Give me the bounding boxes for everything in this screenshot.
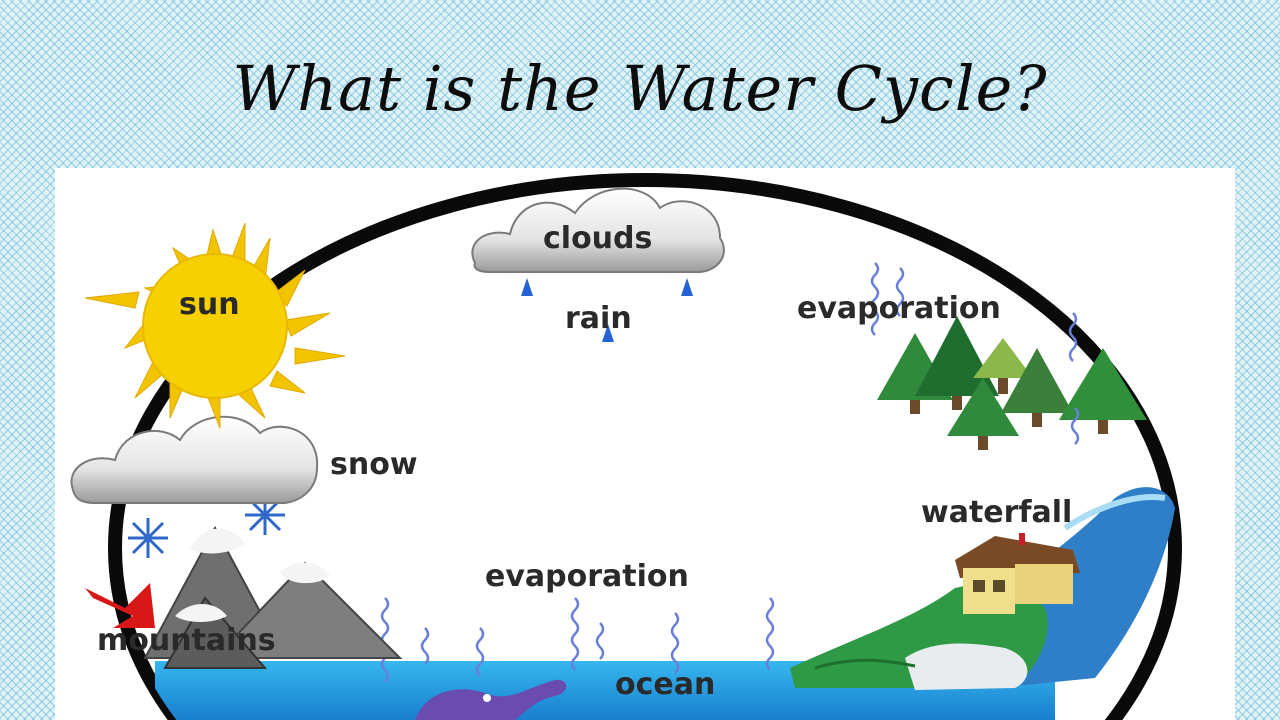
diagram-panel: clouds rain sun evaporation snow waterfa… [55,168,1235,720]
cycle-circle [108,173,1182,720]
page-title: What is the Water Cycle? [232,52,1048,125]
rain-label: rain [565,301,632,336]
sun-label: sun [179,287,240,322]
cloud-icon [471,187,725,273]
mountains-label: mountains [97,623,276,658]
evaporation-bottom-label: evaporation [485,559,689,594]
tree-icon [877,316,1147,450]
evaporation-squiggles [380,262,1080,683]
raindrop-icon [521,278,693,342]
mountain-icon [143,525,403,669]
snow-label: snow [330,447,418,482]
clouds-label: clouds [543,221,652,256]
arrow-icon [85,583,155,628]
evaporation-top-label: evaporation [797,291,1001,326]
sun-icon [84,222,346,429]
water-cycle-diagram: clouds rain sun evaporation snow waterfa… [70,173,1182,720]
house-icon [955,533,1080,614]
ocean-label: ocean [615,667,715,702]
snow-cloud-icon [70,415,319,504]
octopus-icon [415,679,567,720]
waterfall-label: waterfall [921,495,1072,530]
